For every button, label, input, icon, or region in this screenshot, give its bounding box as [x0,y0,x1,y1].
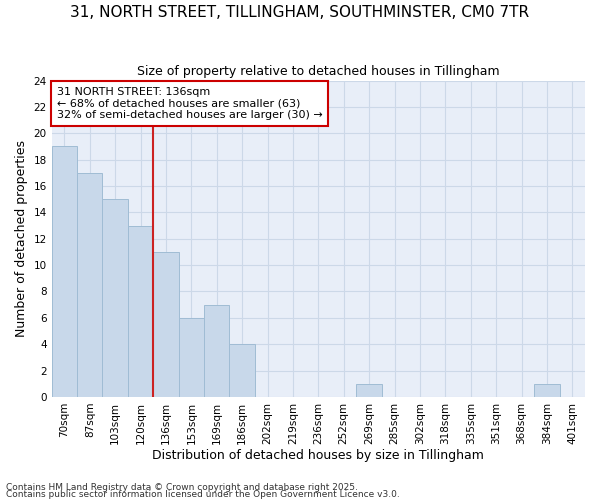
Text: Contains HM Land Registry data © Crown copyright and database right 2025.: Contains HM Land Registry data © Crown c… [6,484,358,492]
Text: 31, NORTH STREET, TILLINGHAM, SOUTHMINSTER, CM0 7TR: 31, NORTH STREET, TILLINGHAM, SOUTHMINST… [70,5,530,20]
Bar [153,252,179,397]
Bar [229,344,255,397]
Bar [77,173,103,397]
Bar [52,146,77,397]
Bar [534,384,560,397]
Bar [128,226,153,397]
Bar [179,318,204,397]
Text: 31 NORTH STREET: 136sqm
← 68% of detached houses are smaller (63)
32% of semi-de: 31 NORTH STREET: 136sqm ← 68% of detache… [57,87,323,120]
Text: Contains public sector information licensed under the Open Government Licence v3: Contains public sector information licen… [6,490,400,499]
Bar [204,304,229,397]
X-axis label: Distribution of detached houses by size in Tillingham: Distribution of detached houses by size … [152,450,484,462]
Bar [356,384,382,397]
Title: Size of property relative to detached houses in Tillingham: Size of property relative to detached ho… [137,65,500,78]
Bar [103,199,128,397]
Y-axis label: Number of detached properties: Number of detached properties [15,140,28,338]
